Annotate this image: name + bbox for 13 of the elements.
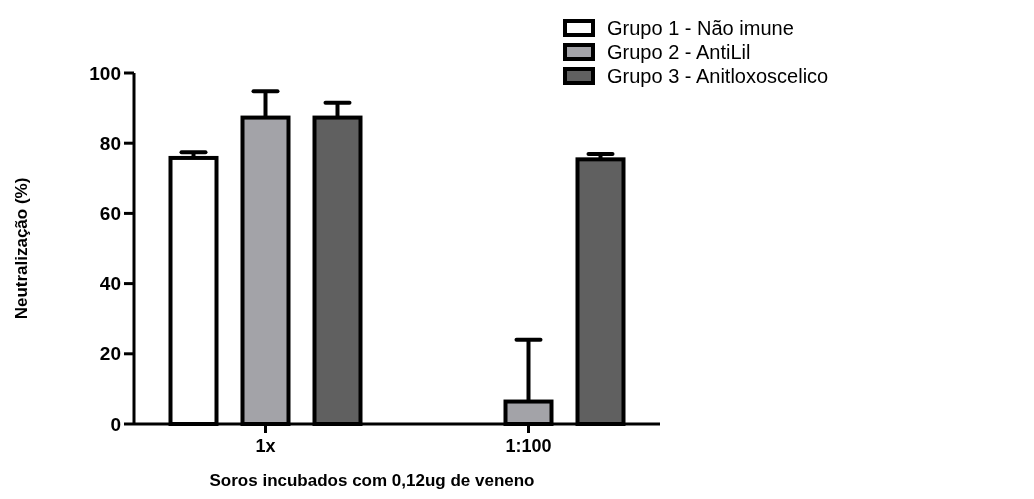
legend-label: Grupo 1 - Não imune — [607, 17, 794, 39]
x-tick-label: 1:100 — [505, 436, 552, 456]
y-tick-label: 100 — [89, 62, 121, 84]
y-tick-label: 80 — [99, 132, 121, 154]
y-tick-label: 60 — [99, 203, 121, 225]
y-tick-label: 0 — [110, 413, 121, 435]
y-tick-label: 20 — [99, 343, 121, 365]
x-axis-title: Soros incubados com 0,12ug de veneno — [209, 471, 535, 490]
legend-label: Grupo 2 - AntiLil — [607, 41, 751, 63]
legend-label: Grupo 3 - Anitloxoscelico — [607, 65, 829, 87]
y-tick-label: 40 — [99, 273, 121, 295]
x-tick-label: 1x — [255, 436, 276, 456]
y-axis-title: Neutralização (%) — [12, 177, 31, 320]
